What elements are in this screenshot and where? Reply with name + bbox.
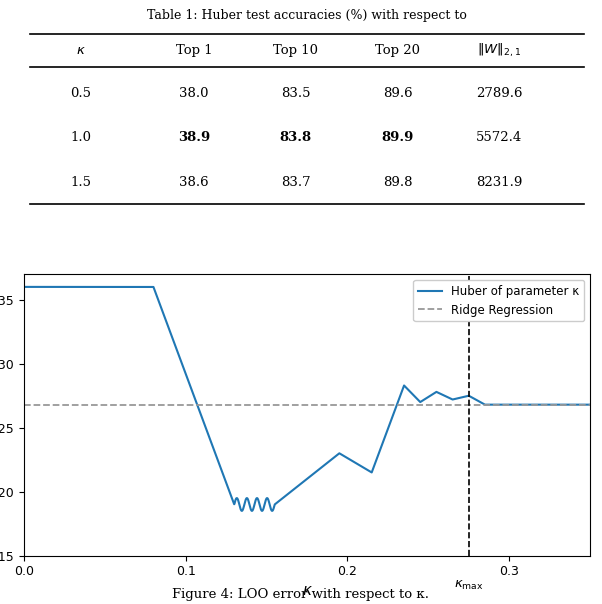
- Text: $\kappa_{\max}$: $\kappa_{\max}$: [454, 579, 483, 592]
- Text: $\|W\|_{2,1}$: $\|W\|_{2,1}$: [477, 42, 521, 59]
- Text: Top 10: Top 10: [273, 43, 318, 57]
- Text: 38.9: 38.9: [178, 131, 210, 144]
- Text: 8231.9: 8231.9: [476, 176, 523, 189]
- Text: Top 1: Top 1: [176, 43, 212, 57]
- Text: 1.5: 1.5: [70, 176, 91, 189]
- Text: Figure 4: LOO error with respect to κ.: Figure 4: LOO error with respect to κ.: [173, 588, 429, 601]
- Text: 2789.6: 2789.6: [476, 86, 523, 100]
- X-axis label: $\kappa$: $\kappa$: [302, 584, 312, 598]
- Text: 1.0: 1.0: [70, 131, 91, 144]
- Text: 5572.4: 5572.4: [476, 131, 523, 144]
- Text: 83.5: 83.5: [281, 86, 311, 100]
- Text: 83.8: 83.8: [280, 131, 312, 144]
- Text: 38.0: 38.0: [179, 86, 209, 100]
- Text: Top 20: Top 20: [375, 43, 420, 57]
- Text: 89.8: 89.8: [383, 176, 412, 189]
- Text: 83.7: 83.7: [281, 176, 311, 189]
- Text: 89.6: 89.6: [383, 86, 412, 100]
- Text: Table 1: Huber test accuracies (%) with respect to: Table 1: Huber test accuracies (%) with …: [147, 9, 467, 22]
- Text: 38.6: 38.6: [179, 176, 209, 189]
- Text: 0.5: 0.5: [70, 86, 91, 100]
- Text: 89.9: 89.9: [382, 131, 414, 144]
- Legend: Huber of parameter κ, Ridge Regression: Huber of parameter κ, Ridge Regression: [414, 280, 584, 321]
- Text: $\kappa$: $\kappa$: [76, 43, 85, 57]
